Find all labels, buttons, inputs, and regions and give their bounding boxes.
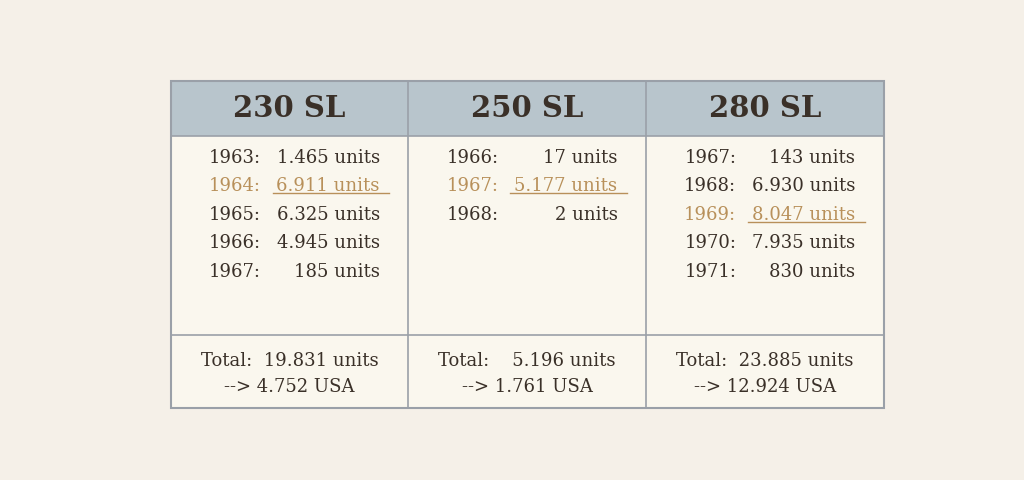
Text: 185 units: 185 units xyxy=(294,263,380,281)
Text: 1966:: 1966: xyxy=(209,234,261,252)
Text: 5.177 units: 5.177 units xyxy=(514,177,617,195)
Bar xyxy=(171,136,409,408)
Text: 1970:: 1970: xyxy=(684,234,736,252)
Text: 280 SL: 280 SL xyxy=(709,94,821,123)
Text: 250 SL: 250 SL xyxy=(471,94,584,123)
Text: 2 units: 2 units xyxy=(555,205,617,224)
Text: Total:  23.885 units: Total: 23.885 units xyxy=(676,352,853,370)
Text: 6.911 units: 6.911 units xyxy=(276,177,380,195)
Text: --> 1.761 USA: --> 1.761 USA xyxy=(462,378,593,396)
Text: 830 units: 830 units xyxy=(769,263,855,281)
Text: 1968:: 1968: xyxy=(684,177,736,195)
Text: 1967:: 1967: xyxy=(209,263,261,281)
Text: --> 4.752 USA: --> 4.752 USA xyxy=(224,378,354,396)
Text: 1968:: 1968: xyxy=(446,205,499,224)
Bar xyxy=(171,81,884,408)
Bar xyxy=(646,136,884,408)
Bar xyxy=(409,136,646,408)
Text: 1971:: 1971: xyxy=(684,263,736,281)
Text: 1964:: 1964: xyxy=(209,177,261,195)
Text: 1963:: 1963: xyxy=(209,149,261,167)
Text: 1965:: 1965: xyxy=(209,205,261,224)
Text: --> 12.924 USA: --> 12.924 USA xyxy=(693,378,836,396)
Text: 1967:: 1967: xyxy=(684,149,736,167)
Text: Total:  19.831 units: Total: 19.831 units xyxy=(201,352,378,370)
Text: 8.047 units: 8.047 units xyxy=(752,205,855,224)
Text: 6.325 units: 6.325 units xyxy=(276,205,380,224)
Text: 1967:: 1967: xyxy=(446,177,499,195)
Bar xyxy=(409,81,646,136)
Text: 230 SL: 230 SL xyxy=(233,94,346,123)
Bar xyxy=(646,81,884,136)
Text: 1969:: 1969: xyxy=(684,205,736,224)
Text: 1.465 units: 1.465 units xyxy=(276,149,380,167)
Text: 17 units: 17 units xyxy=(543,149,617,167)
Text: 7.935 units: 7.935 units xyxy=(752,234,855,252)
Text: 1966:: 1966: xyxy=(446,149,499,167)
Text: 6.930 units: 6.930 units xyxy=(752,177,855,195)
Text: 4.945 units: 4.945 units xyxy=(276,234,380,252)
Text: 143 units: 143 units xyxy=(769,149,855,167)
Text: Total:    5.196 units: Total: 5.196 units xyxy=(438,352,615,370)
Bar xyxy=(171,81,409,136)
